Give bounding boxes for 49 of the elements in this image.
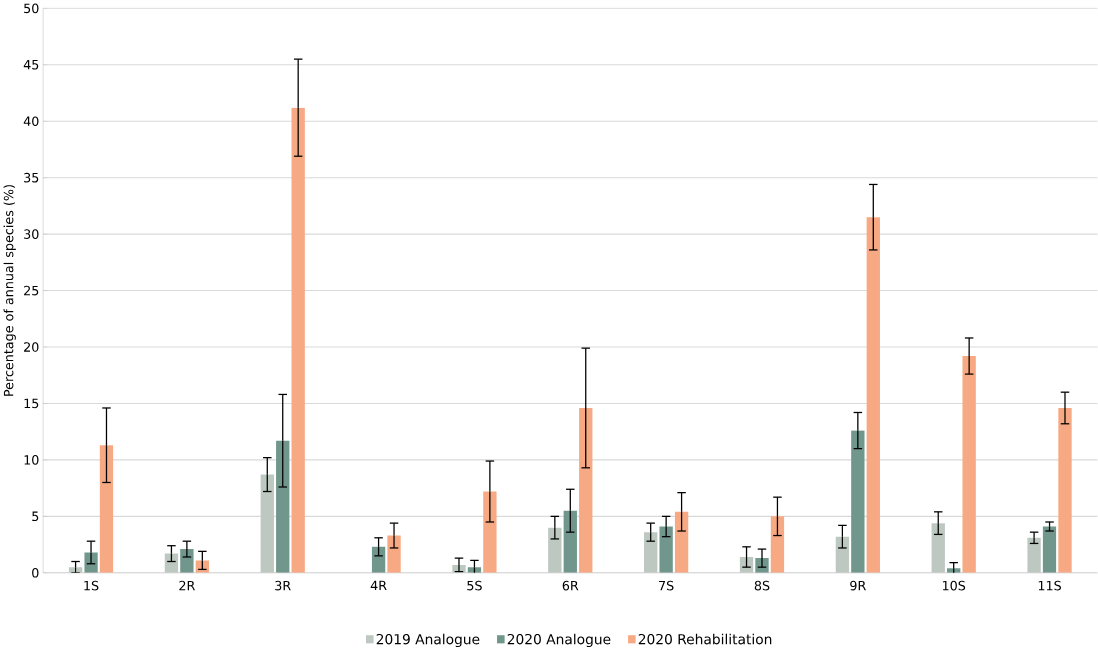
x-tick-label: 4R (370, 580, 387, 591)
x-tick-label: 3R (275, 580, 291, 591)
y-tick-label: 25 (24, 285, 39, 296)
bar (387, 535, 401, 573)
y-tick-label: 20 (24, 342, 39, 352)
legend-label: 2019 Analogue (376, 633, 480, 648)
bar (659, 526, 673, 573)
y-tick-label: 5 (32, 511, 39, 522)
y-axis-title: Percentage of annual species (%) (3, 185, 16, 396)
bar (180, 549, 194, 573)
bar (644, 532, 658, 573)
bar (674, 511, 689, 573)
y-tick-label: 40 (23, 116, 39, 127)
bar (483, 491, 497, 573)
bar (276, 440, 290, 573)
x-tick-label: 8S (754, 580, 770, 591)
x-tick-label: 5S (467, 580, 482, 591)
x-tick-label: 7S (659, 580, 674, 591)
legend-label: 2020 Rehabilitation (638, 633, 772, 645)
bar (548, 527, 562, 573)
x-tick-label: 10S (942, 580, 966, 591)
y-tick-label: 50 (24, 3, 39, 14)
bar (770, 516, 785, 573)
bar (851, 430, 865, 573)
bar (866, 217, 880, 573)
y-tick-label: 35 (24, 172, 39, 183)
x-tick-label: 2R (179, 580, 195, 591)
bar (835, 536, 850, 573)
x-tick-label: 9R (850, 580, 866, 591)
legend-label: 2020 Analogue (507, 633, 611, 648)
bar (563, 510, 577, 573)
y-tick-label: 0 (32, 567, 39, 578)
y-tick-label: 45 (23, 60, 39, 70)
bar (579, 407, 593, 573)
bar (260, 474, 274, 573)
bar (962, 356, 976, 573)
bar (931, 523, 945, 573)
bar (99, 445, 114, 573)
y-tick-label: 10 (24, 455, 39, 465)
bar (291, 107, 305, 573)
x-tick-label: 11S (1038, 580, 1061, 591)
bar (1042, 526, 1057, 573)
x-tick-label: 6R (562, 580, 579, 591)
bar (371, 546, 386, 573)
bar (1027, 537, 1041, 573)
y-tick-label: 30 (24, 229, 39, 239)
bar (1058, 407, 1072, 573)
x-tick-label: 1S (84, 580, 99, 591)
y-tick-label: 15 (24, 398, 39, 409)
